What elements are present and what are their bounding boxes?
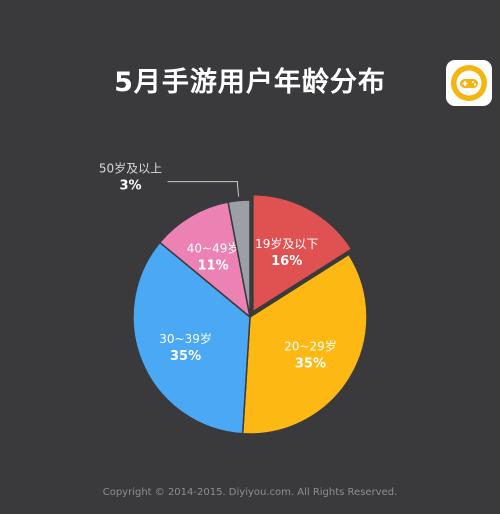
slice-value-label: 35% [295,357,326,372]
slice-value-label: 11% [198,259,229,274]
pie-slice [227,199,251,318]
slice-label: 50岁及以上 [99,161,162,176]
slice-value-label: 3% [119,179,141,194]
app-logo [446,60,492,106]
leader-line [167,181,240,197]
pie-slice [252,193,353,314]
chart-title: 5月手游用户年龄分布 [114,67,386,98]
slice-label: 40~49岁 [187,241,240,256]
slice-label: 20~29岁 [284,339,337,354]
pie-slice [158,201,252,319]
pie-slice [241,253,368,435]
slice-label: 19岁及以下 [255,236,318,251]
gamepad-icon [451,65,487,101]
pie-slice [132,241,251,435]
slice-label: 30~39岁 [159,331,212,346]
slice-value-label: 16% [271,254,302,269]
slice-value-label: 35% [170,349,201,364]
copyright-footer: Copyright © 2014-2015. Diyiyou.com. All … [102,487,398,498]
